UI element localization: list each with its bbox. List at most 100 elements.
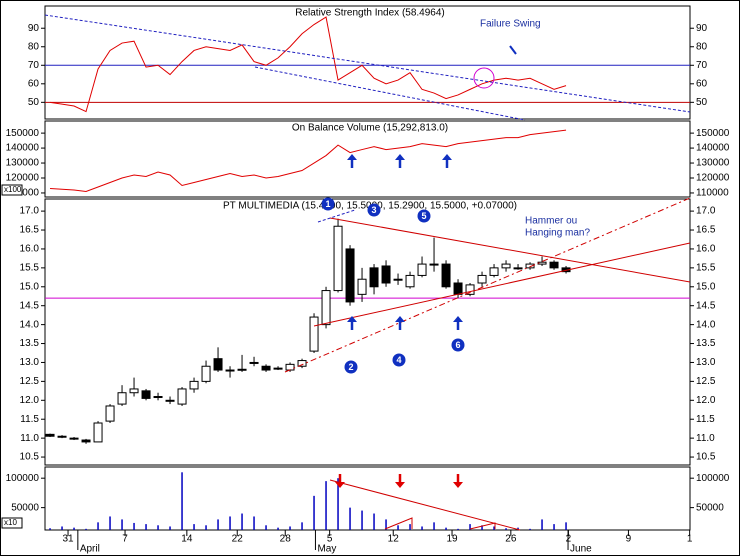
candle-body	[369, 267, 379, 288]
candle-body	[285, 363, 295, 371]
y-tick-label: 60	[696, 78, 708, 89]
y-tick-label: 70	[696, 60, 708, 71]
annotation: 5	[421, 211, 426, 221]
arrow	[509, 45, 517, 55]
arrow-head	[347, 154, 357, 160]
y-tick-label: 11.5	[20, 414, 39, 425]
annotation: 2	[348, 362, 353, 372]
candle-body	[213, 358, 223, 371]
trend-line	[317, 209, 356, 223]
annotation: Hammer ou	[525, 216, 577, 227]
candle-body	[165, 399, 175, 402]
arrow-head	[335, 482, 345, 488]
scale-box	[1, 517, 23, 529]
annotation: Failure Swing	[480, 19, 541, 30]
y-tick-label: 120000	[696, 173, 730, 184]
y-tick-label: 11.5	[696, 414, 715, 425]
y-tick-label: 50	[28, 97, 40, 108]
y-tick-label: 14.0	[696, 319, 716, 330]
y-tick-label: 50000	[696, 502, 724, 513]
candle-body	[69, 437, 79, 440]
annotation: 6	[455, 340, 460, 350]
arrow-head	[347, 316, 357, 322]
y-tick-label: 16.5	[20, 225, 40, 236]
x-tick-label: 12	[388, 534, 400, 545]
x-tick-label: 2	[566, 534, 572, 545]
number-marker	[321, 197, 335, 211]
y-tick-label: 16.5	[696, 225, 716, 236]
y-tick-label: 16.0	[20, 244, 40, 255]
scale-label: x10	[4, 518, 17, 527]
series-line	[49, 16, 567, 113]
scale-label: x100	[4, 185, 22, 194]
month-label: April	[80, 544, 100, 555]
month-label: May	[317, 544, 336, 555]
candle-body	[453, 282, 463, 295]
candle-body	[261, 365, 271, 371]
number-marker	[392, 353, 406, 367]
candle-body	[309, 316, 319, 352]
y-tick-label: 13.5	[20, 338, 40, 349]
candle-body	[57, 435, 67, 438]
y-tick-label: 13.5	[696, 338, 716, 349]
annotation: 3	[371, 205, 376, 215]
y-tick-label: 12.5	[696, 376, 716, 387]
candle-body	[189, 380, 199, 390]
candle-body	[297, 360, 307, 367]
x-tick-label: 19	[446, 534, 458, 545]
candle-body	[81, 439, 91, 443]
candle-body	[45, 433, 55, 437]
x-tick-label: 31	[62, 534, 74, 545]
trend-line	[284, 197, 691, 373]
y-tick-label: 10.5	[696, 452, 716, 463]
number-marker	[367, 203, 381, 217]
candle-body	[345, 248, 355, 303]
x-tick-label: 5	[327, 534, 333, 545]
y-tick-label: 14.5	[696, 300, 716, 311]
y-tick-label: 12.0	[696, 395, 716, 406]
y-tick-label: 14.0	[20, 319, 40, 330]
y-tick-label: 100000	[696, 473, 730, 484]
y-tick-label: 120000	[6, 173, 40, 184]
candle-body	[405, 274, 415, 288]
number-marker	[451, 338, 465, 352]
y-tick-label: 12.5	[20, 376, 40, 387]
panel-frame	[44, 120, 691, 198]
scale-box	[1, 184, 23, 196]
trend-line	[329, 217, 691, 283]
number-marker	[417, 209, 431, 223]
candle-body	[393, 278, 403, 281]
annotation: Hanging man?	[525, 228, 590, 239]
panel-title: On Balance Volume (15,292,813.0)	[292, 123, 448, 134]
y-tick-label: 12.0	[20, 395, 40, 406]
y-tick-label: 140000	[696, 143, 730, 154]
candle-body	[201, 365, 211, 382]
candle-body	[93, 422, 103, 443]
arrow-head	[395, 482, 405, 488]
arrow-head	[395, 154, 405, 160]
candle-body	[333, 225, 343, 292]
candle-body	[501, 263, 511, 269]
y-tick-label: 16.0	[696, 244, 716, 255]
y-tick-label: 80	[28, 41, 40, 52]
y-tick-label: 80	[696, 41, 708, 52]
y-tick-label: 13.0	[696, 357, 716, 368]
y-tick-label: 90	[696, 23, 708, 34]
y-tick-label: 10.5	[20, 452, 40, 463]
y-tick-label: 15.0	[696, 281, 716, 292]
y-tick-label: 110000	[696, 188, 729, 199]
panel-frame	[44, 466, 691, 531]
y-tick-label: 140000	[6, 143, 40, 154]
y-tick-label: 17.0	[696, 206, 716, 217]
highlight-circle	[473, 67, 495, 89]
candle-body	[549, 261, 559, 269]
y-tick-label: 130000	[6, 158, 40, 169]
y-tick-label: 15.0	[20, 281, 40, 292]
candle-body	[441, 263, 451, 288]
trend-line	[44, 14, 691, 113]
candle-body	[489, 267, 499, 276]
volume-outline	[469, 522, 496, 530]
y-tick-label: 13.0	[20, 357, 40, 368]
panel-frame	[44, 5, 691, 120]
